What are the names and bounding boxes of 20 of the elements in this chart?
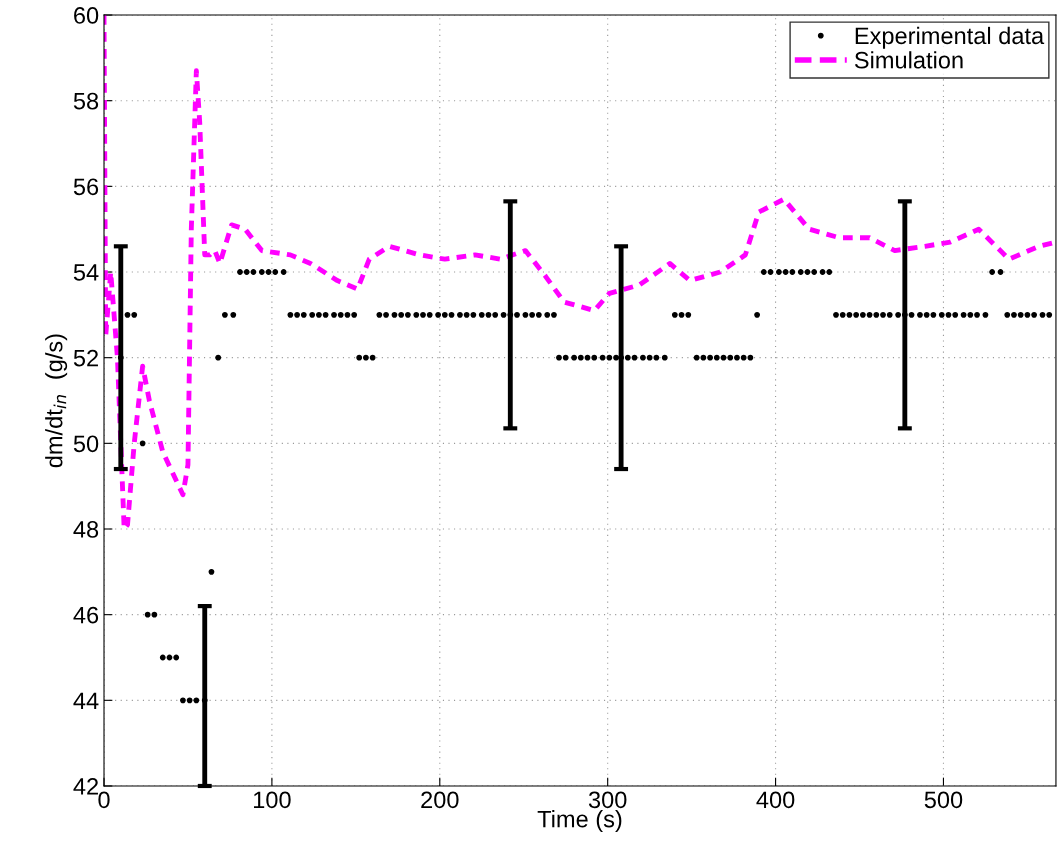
legend-label: Simulation	[854, 51, 963, 69]
y-tick-label: 52	[73, 349, 98, 367]
y-tick-label: 48	[73, 521, 99, 538]
x-tick-label: 0	[98, 791, 110, 809]
legend-label: Experimental data	[855, 26, 1045, 49]
y-tick-label: 58	[73, 92, 99, 110]
x-tick-label: 100	[254, 791, 291, 809]
y-axis-title: dm/dt$_{in}$ (g/s)	[45, 334, 68, 468]
y-tick-label: 54	[73, 264, 99, 281]
y-tick-label: 60	[74, 7, 99, 24]
y-tick-label: 42	[73, 778, 98, 795]
y-tick-label: 56	[73, 178, 99, 196]
y-tick-label: 50	[73, 435, 99, 453]
x-tick-label: 200	[421, 791, 459, 809]
y-tick-label: 44	[73, 692, 99, 709]
y-tick-label: 46	[73, 606, 99, 624]
x-tick-label: 400	[756, 791, 795, 809]
x-axis-title: Time (s)	[537, 810, 622, 833]
x-tick-label: 500	[924, 791, 963, 809]
x-tick-label: 300	[588, 791, 627, 809]
